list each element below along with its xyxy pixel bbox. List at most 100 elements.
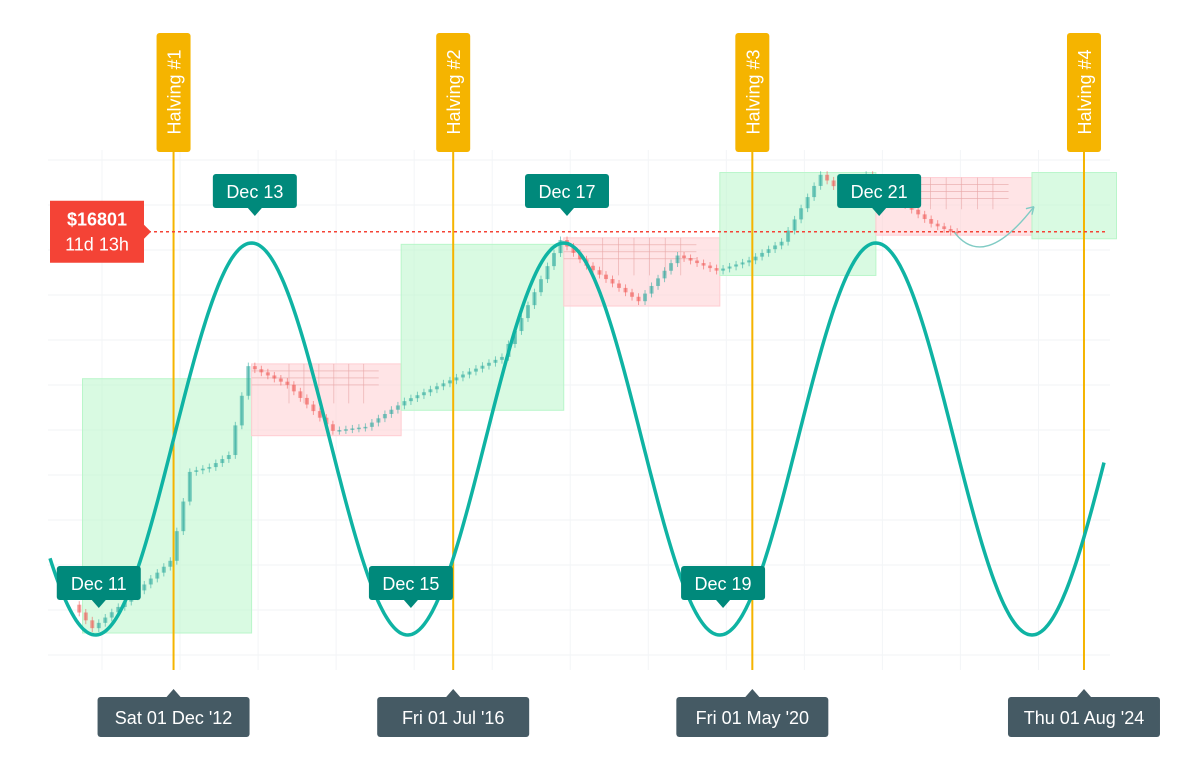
current-price-value: $16801 — [67, 210, 127, 230]
trough-label: Dec 15 — [382, 574, 439, 594]
candle-down — [90, 620, 95, 629]
candle-up — [434, 386, 439, 390]
candle-up — [181, 501, 186, 532]
candle-down — [701, 263, 706, 266]
candle-down — [630, 292, 635, 297]
price-countdown: 11d 13h — [65, 235, 129, 255]
down-zone — [563, 237, 721, 307]
candle-up — [760, 252, 765, 257]
halving-label: Halving #3 — [743, 49, 763, 134]
candle-down — [955, 231, 960, 234]
candle-up — [740, 262, 745, 265]
candle-up — [779, 241, 784, 246]
halving-badge — [1066, 33, 1101, 152]
candle-up — [805, 197, 810, 209]
candle-down — [935, 223, 940, 227]
candle-up — [460, 374, 465, 378]
candle-up — [675, 255, 680, 264]
candle-up — [363, 426, 368, 429]
candle-up — [792, 219, 797, 231]
candle-up — [441, 383, 446, 387]
candle-up — [246, 366, 251, 396]
trough-callout — [56, 566, 141, 600]
candle-up — [499, 356, 504, 360]
candle-up — [734, 264, 739, 267]
candle-down — [688, 258, 693, 261]
candle-up — [727, 266, 732, 269]
candle-down — [291, 384, 296, 392]
candle-down — [298, 391, 303, 398]
halving-date-text: Fri 01 May '20 — [696, 708, 809, 728]
candle-up — [538, 279, 543, 293]
peak-label: Dec 21 — [851, 182, 908, 202]
projection-arrow — [1025, 206, 1035, 215]
candle-up — [753, 256, 758, 261]
halving-badge — [156, 33, 191, 152]
candle-up — [155, 572, 160, 579]
peak-label: Dec 17 — [538, 182, 595, 202]
candle-up — [109, 612, 114, 618]
candle-up — [421, 392, 426, 396]
candle-up — [480, 365, 485, 369]
candle-up — [512, 331, 517, 344]
candle-up — [519, 318, 524, 332]
halving-badge — [436, 33, 471, 152]
candle-up — [428, 389, 433, 393]
peak-callout — [837, 174, 922, 208]
candle-up — [337, 430, 342, 432]
candle-up — [669, 263, 674, 271]
candle-up — [447, 380, 452, 384]
candle-up — [96, 622, 101, 629]
up-zone — [1031, 172, 1118, 240]
halving-date-text: Sat 01 Dec '12 — [115, 708, 233, 728]
candle-down — [597, 270, 602, 275]
candle-down — [77, 604, 82, 613]
callout-pointer — [403, 600, 418, 608]
candle-down — [591, 265, 596, 271]
candle-up — [402, 401, 407, 406]
candle-down — [714, 268, 719, 271]
candle-down — [285, 381, 290, 385]
candle-up — [194, 470, 199, 472]
candle-up — [812, 185, 817, 198]
candle-up — [662, 270, 667, 279]
candle-up — [766, 249, 771, 253]
candle-up — [382, 414, 387, 419]
candle-down — [831, 180, 836, 187]
halving-label: Halving #4 — [1075, 49, 1095, 134]
callout-pointer — [872, 208, 887, 216]
candle-up — [532, 292, 537, 306]
candle-up — [187, 471, 192, 502]
candle-up — [350, 428, 355, 430]
candle-down — [695, 260, 700, 264]
halving-label: Halving #2 — [444, 49, 464, 134]
candle-up — [200, 468, 205, 471]
candle-up — [343, 429, 348, 431]
cycle-wave-line — [48, 241, 1106, 637]
halving-lines: Halving #1 Sat 01 Dec '12 Halving #2 Fri 01… — [97, 33, 1160, 737]
candle-up — [415, 395, 420, 399]
candle-up — [551, 253, 556, 267]
halving-date-text: Thu 01 Aug '24 — [1024, 708, 1145, 728]
halving-date-label — [676, 697, 829, 737]
candle-down — [708, 265, 713, 269]
peak-label: Dec 13 — [226, 182, 283, 202]
candle-down — [929, 219, 934, 224]
candle-down — [252, 366, 257, 370]
projection-curve — [953, 206, 1035, 248]
candle-up — [493, 359, 498, 363]
candle-up — [356, 427, 361, 430]
candle-down — [922, 214, 927, 220]
halving-date-label — [377, 697, 530, 737]
candle-up — [103, 617, 108, 623]
candle-down — [83, 612, 88, 621]
candle-up — [786, 230, 791, 242]
candle-up — [473, 368, 478, 372]
candle-up — [376, 418, 381, 423]
price-line: $16801 11d 13h — [50, 200, 1105, 263]
candle-up — [486, 362, 491, 366]
candle-up — [116, 606, 121, 613]
candle-down — [623, 287, 628, 293]
